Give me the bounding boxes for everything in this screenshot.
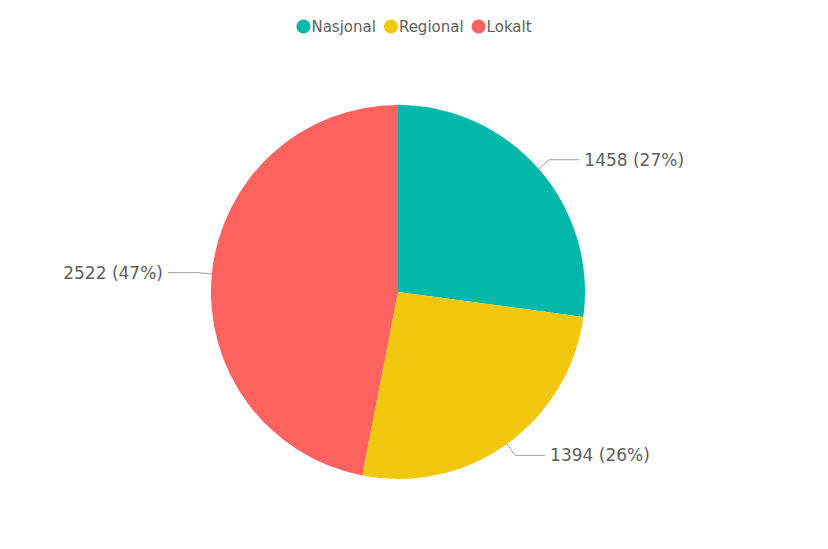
- svg-text:1394 (26%): 1394 (26%): [550, 445, 650, 465]
- svg-text:1458 (27%): 1458 (27%): [584, 150, 684, 170]
- svg-text:Lokalt: Lokalt: [487, 18, 532, 36]
- svg-text:Regional: Regional: [399, 18, 464, 36]
- svg-text:2522 (47%): 2522 (47%): [63, 263, 163, 283]
- svg-text:Nasjonal: Nasjonal: [311, 18, 375, 36]
